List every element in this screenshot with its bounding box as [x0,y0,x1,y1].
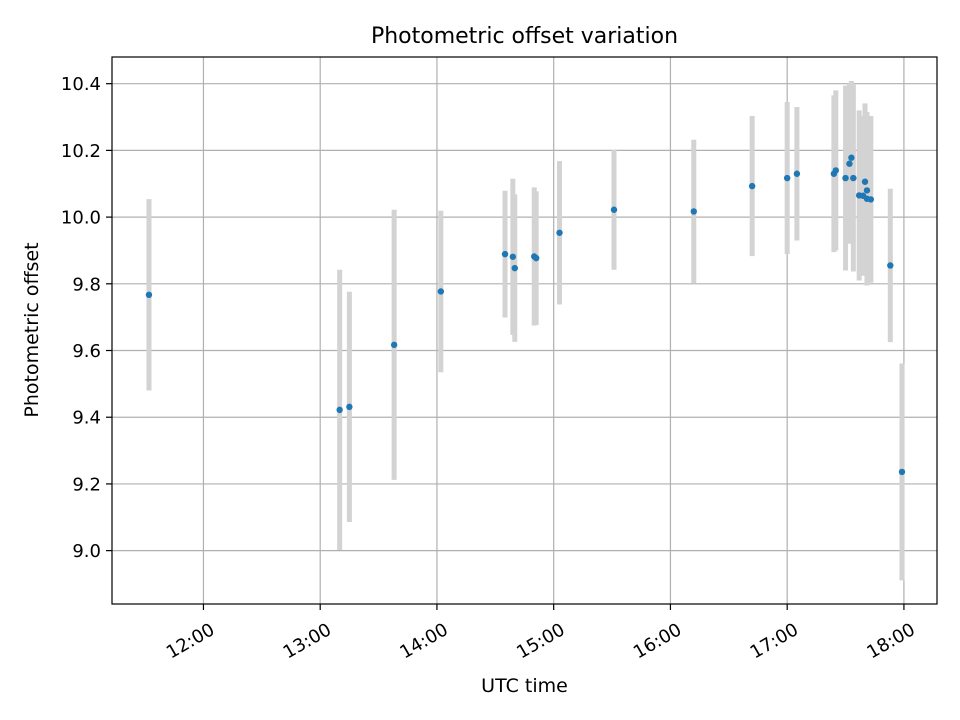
data-point [346,403,353,411]
data-point [390,341,398,349]
data-point [848,154,855,161]
data-point [336,406,343,414]
x-tick-label: 14:00 [396,619,451,663]
error-bars [146,81,905,581]
x-tick-label: 18:00 [863,619,918,663]
data-point [783,174,791,182]
data-point [511,264,518,272]
x-tick-label: 17:00 [747,619,802,663]
data-point [690,208,697,215]
data-point [832,167,840,174]
data-point [501,250,509,258]
data-point [437,288,445,295]
x-tick-label: 16:00 [630,619,685,663]
data-point [610,206,618,213]
x-axis-label: UTC time [481,675,568,697]
chart-title: Photometric offset variation [371,24,678,49]
y-tick-label: 9.6 [72,341,101,362]
data-point [846,160,853,167]
data-point [898,468,906,476]
x-tick-label: 15:00 [513,619,568,663]
data-point [863,187,871,194]
data-point [867,196,875,203]
x-tick-label: 13:00 [280,619,335,663]
data-point [748,182,756,190]
data-point [532,254,540,262]
y-tick-label: 10.4 [61,74,101,95]
data-point [887,262,894,269]
data-points [145,154,906,476]
y-tick-label: 10.0 [61,208,101,229]
y-tick-label: 9.0 [72,541,101,562]
data-point [861,178,869,185]
y-tick-label: 10.2 [61,141,101,162]
data-point [850,174,857,182]
grid-lines [112,57,937,604]
axis-ticks: 12:00 13:00 14:00 15:00 16:00 17:00 18:00 9.0 9.… [61,74,919,663]
data-point [556,229,563,236]
y-tick-label: 9.2 [72,474,101,495]
y-tick-label: 9.8 [72,274,101,295]
y-axis-label: Photometric offset [21,242,43,417]
plot-frame [111,56,938,605]
y-tick-label: 9.4 [72,408,101,429]
data-point [145,291,153,299]
data-point [793,170,801,177]
data-point [842,174,849,182]
data-point [509,253,517,260]
x-tick-label: 12:00 [163,619,218,663]
